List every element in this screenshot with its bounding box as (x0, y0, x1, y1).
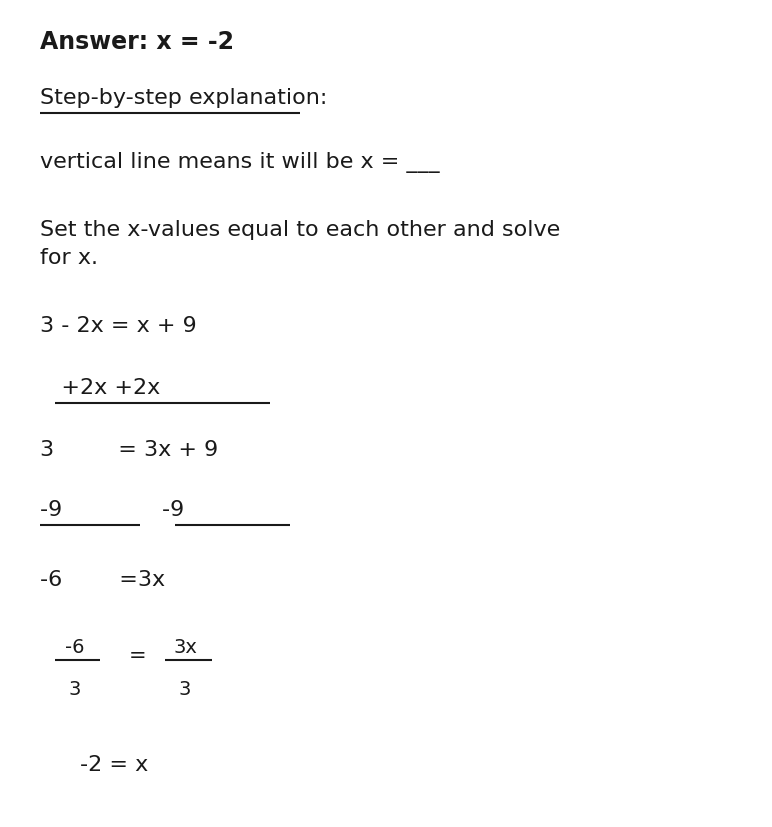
Text: -6        =3x: -6 =3x (40, 570, 165, 590)
Text: -9              -9: -9 -9 (40, 500, 185, 520)
Text: -2 = x: -2 = x (80, 755, 148, 775)
Text: =: = (129, 646, 147, 666)
Text: -6: -6 (66, 638, 85, 657)
Text: Step-by-step explanation:: Step-by-step explanation: (40, 88, 327, 108)
Text: 3 - 2x = x + 9: 3 - 2x = x + 9 (40, 316, 197, 336)
Text: 3: 3 (69, 680, 81, 699)
Text: vertical line means it will be x = ___: vertical line means it will be x = ___ (40, 152, 439, 173)
Text: for x.: for x. (40, 248, 98, 268)
Text: Answer: x = -2: Answer: x = -2 (40, 30, 234, 54)
Text: Set the x-values equal to each other and solve: Set the x-values equal to each other and… (40, 220, 560, 240)
Text: 3: 3 (179, 680, 191, 699)
Text: +2x +2x: +2x +2x (40, 378, 174, 398)
Text: 3         = 3x + 9: 3 = 3x + 9 (40, 440, 218, 460)
Text: 3x: 3x (173, 638, 197, 657)
